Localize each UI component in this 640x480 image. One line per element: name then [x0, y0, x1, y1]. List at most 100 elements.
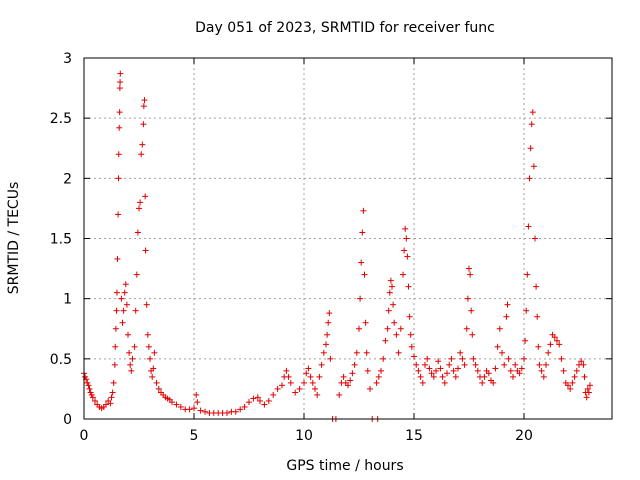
data-point: [375, 373, 382, 380]
data-point: [419, 379, 426, 386]
y-tick-label: 1: [63, 292, 72, 308]
data-point: [569, 379, 576, 386]
data-point: [463, 325, 470, 332]
data-point: [435, 358, 442, 365]
data-point: [558, 355, 565, 362]
data-point: [433, 367, 439, 374]
data-point: [457, 349, 464, 356]
data-point: [129, 355, 136, 362]
data-point: [115, 211, 122, 218]
data-point: [349, 370, 356, 377]
y-tick-label: 2.5: [50, 111, 72, 127]
data-point: [424, 355, 431, 362]
data-point: [446, 361, 453, 368]
data-point: [265, 397, 272, 404]
data-point: [439, 373, 446, 380]
data-point: [529, 109, 536, 116]
data-point: [301, 379, 307, 386]
data-point: [142, 193, 149, 200]
data-point: [450, 367, 457, 374]
x-axis-label: GPS time / hours: [286, 458, 403, 474]
data-point: [551, 334, 558, 341]
data-point: [347, 377, 354, 384]
data-point: [524, 271, 531, 278]
data-point: [359, 229, 366, 236]
data-point: [499, 349, 505, 356]
data-point: [402, 225, 409, 232]
data-point: [155, 385, 162, 392]
data-point: [444, 370, 450, 377]
data-point: [390, 301, 397, 308]
data-point: [536, 361, 543, 368]
x-tick-label: 10: [295, 428, 313, 444]
data-point: [382, 337, 389, 344]
data-point: [459, 355, 466, 362]
data-point: [400, 271, 406, 278]
data-point: [112, 325, 119, 332]
data-point: [110, 379, 117, 386]
data-point: [490, 379, 497, 386]
data-point: [407, 331, 414, 338]
data-point: [525, 223, 532, 230]
data-point: [507, 367, 514, 374]
data-point: [532, 235, 538, 242]
data-point: [279, 382, 285, 389]
data-point: [114, 255, 121, 262]
y-tick-label: 1.5: [50, 232, 72, 248]
data-point: [144, 331, 151, 338]
data-point: [292, 389, 299, 396]
data-point: [530, 163, 537, 170]
data-point: [117, 70, 124, 77]
data-point: [408, 343, 415, 350]
data-point: [464, 295, 471, 302]
data-point: [391, 319, 398, 326]
data-point: [503, 313, 510, 320]
data-point: [202, 408, 208, 415]
data-point: [118, 295, 125, 302]
data-point: [254, 394, 261, 401]
data-point: [389, 283, 395, 290]
data-point: [307, 373, 314, 380]
data-point: [85, 382, 92, 389]
data-point: [353, 349, 360, 356]
data-point: [194, 399, 201, 406]
data-point: [116, 124, 123, 131]
data-point: [133, 271, 140, 278]
data-point: [305, 365, 312, 372]
data-point: [303, 370, 310, 377]
data-point: [177, 403, 184, 410]
data-point: [565, 382, 571, 389]
data-point: [386, 289, 393, 296]
data-point: [143, 301, 150, 308]
data-point: [246, 399, 252, 406]
data-point: [585, 389, 592, 396]
data-point: [378, 367, 384, 374]
data-point: [316, 373, 323, 380]
data-point: [357, 295, 364, 302]
data-point: [494, 343, 501, 350]
data-point: [362, 319, 369, 326]
data-point: [528, 121, 535, 128]
x-tick-label: 0: [80, 428, 89, 444]
data-point: [324, 331, 331, 338]
data-point: [116, 109, 123, 116]
data-point: [540, 373, 547, 380]
data-point: [115, 151, 122, 158]
data-point: [314, 391, 321, 398]
data-point: [468, 307, 475, 314]
data-point: [92, 397, 98, 404]
data-point: [283, 367, 290, 374]
data-point: [107, 400, 114, 407]
data-point: [401, 247, 408, 254]
data-point: [380, 355, 387, 362]
data-point: [523, 307, 530, 314]
data-point: [461, 361, 468, 368]
data-point: [318, 361, 325, 368]
data-point: [516, 370, 523, 377]
data-point: [547, 341, 554, 348]
data-point: [323, 341, 329, 348]
data-point: [581, 373, 588, 380]
data-point: [327, 355, 334, 362]
data-point: [474, 367, 481, 374]
